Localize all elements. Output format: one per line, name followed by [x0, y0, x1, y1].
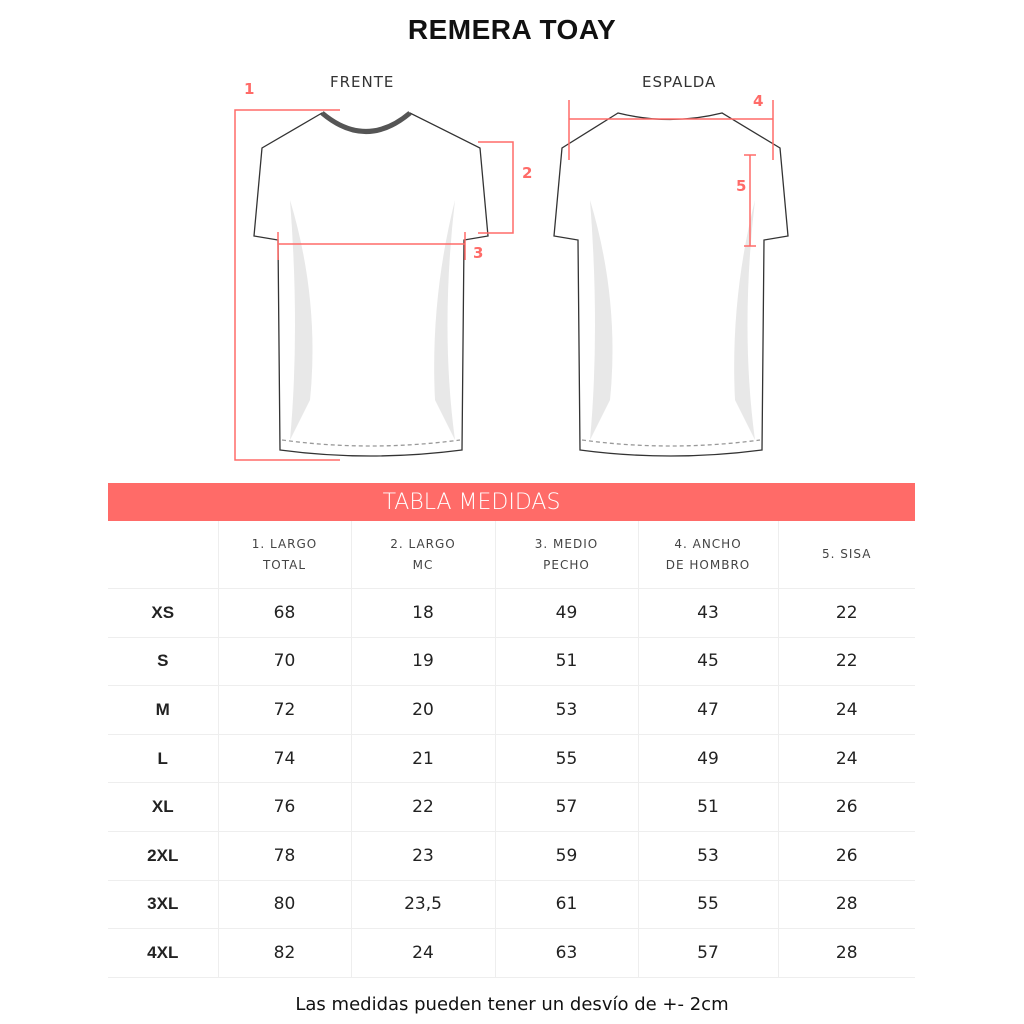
size-label: 4XL — [108, 928, 218, 978]
measurement-cell: 26 — [777, 782, 915, 832]
table-row: XS 68 18 49 43 22 — [108, 588, 915, 638]
measurement-cell: 22 — [777, 588, 915, 638]
measurement-cell: 28 — [777, 928, 915, 978]
back-view-label: ESPALDA — [642, 73, 717, 91]
marker-3: 3 — [473, 244, 483, 262]
column-header: 1. LARGO TOTAL — [217, 521, 351, 589]
size-table: 1. LARGO TOTAL 2. LARGO MC 3. MEDIO PECHO 4. A… — [108, 521, 915, 978]
column-header: 2. LARGO MC — [350, 521, 495, 589]
measurement-lines — [234, 100, 774, 461]
measurement-cell: 24 — [777, 734, 915, 784]
table-row: XL 76 22 57 51 26 — [108, 782, 915, 832]
measurement-cell: 53 — [494, 685, 638, 735]
table-row: S 70 19 51 45 22 — [108, 637, 915, 687]
measurement-cell: 72 — [217, 685, 351, 735]
measurement-cell: 45 — [637, 637, 778, 687]
column-header-line2: TOTAL — [262, 557, 307, 572]
column-header-line2: MC — [412, 557, 434, 572]
page-title: REMERA TOAY — [407, 14, 617, 45]
measurement-cell: 70 — [217, 637, 351, 687]
measurement-cell: 21 — [350, 734, 495, 784]
front-tshirt-drawing — [253, 111, 489, 457]
size-label: S — [108, 637, 218, 687]
column-header-line1: 5. SISA — [822, 547, 872, 561]
column-header: 5. SISA — [777, 521, 915, 589]
table-row: 3XL 80 23,5 61 55 28 — [108, 880, 915, 930]
measurement-cell: 26 — [777, 831, 915, 881]
marker-1: 1 — [244, 80, 254, 98]
measurement-cell: 80 — [217, 880, 351, 930]
column-header-line1: 3. MEDIO — [534, 536, 599, 551]
column-header: 3. MEDIO PECHO — [494, 521, 638, 589]
back-tshirt-drawing — [553, 112, 789, 457]
measurement-cell: 55 — [637, 880, 778, 930]
marker-4: 4 — [753, 92, 763, 110]
column-header-line2: PECHO — [543, 557, 590, 572]
measurement-cell: 57 — [494, 782, 638, 832]
measurement-cell: 63 — [494, 928, 638, 978]
measurement-cell: 51 — [637, 782, 778, 832]
table-title: TABLA MEDIDAS — [382, 489, 561, 515]
tshirt-diagrams: 1 2 3 4 5 — [234, 80, 789, 461]
measurement-cell: 51 — [494, 637, 638, 687]
measurement-cell: 20 — [350, 685, 495, 735]
table-row: 2XL 78 23 59 53 26 — [108, 831, 915, 881]
measurement-cell: 82 — [217, 928, 351, 978]
size-label: XS — [108, 588, 218, 638]
measurement-cell: 76 — [217, 782, 351, 832]
size-label: 2XL — [108, 831, 218, 881]
column-header-line1: 2. LARGO — [390, 536, 456, 551]
measurement-cell: 28 — [777, 880, 915, 930]
measurement-cell: 47 — [637, 685, 778, 735]
marker-5: 5 — [736, 177, 746, 195]
measurement-cell: 61 — [494, 880, 638, 930]
tolerance-note: Las medidas pueden tener un desvío de +-… — [295, 994, 729, 1015]
size-label: L — [108, 734, 218, 784]
measurement-cell: 78 — [217, 831, 351, 881]
measurement-cell: 23,5 — [350, 880, 495, 930]
measurement-cell: 74 — [217, 734, 351, 784]
size-label: XL — [108, 782, 218, 832]
measurement-cell: 49 — [494, 588, 638, 638]
measurement-cell: 55 — [494, 734, 638, 784]
measurement-cell: 59 — [494, 831, 638, 881]
table-row: L 74 21 55 49 24 — [108, 734, 915, 784]
measurement-cell: 19 — [350, 637, 495, 687]
measurement-cell: 43 — [637, 588, 778, 638]
measurement-cell: 53 — [637, 831, 778, 881]
measurement-cell: 22 — [350, 782, 495, 832]
measurement-cell: 22 — [777, 637, 915, 687]
column-header-line1: 1. LARGO — [251, 536, 318, 551]
measurement-cell: 24 — [350, 928, 495, 978]
table-title-band: TABLA MEDIDAS — [108, 483, 915, 521]
table-header-row: 1. LARGO TOTAL 2. LARGO MC 3. MEDIO PECHO 4. A… — [108, 521, 915, 589]
measurement-cell: 57 — [637, 928, 778, 978]
measurement-cell: 23 — [350, 831, 495, 881]
marker-2: 2 — [522, 164, 532, 182]
size-label: 3XL — [108, 880, 218, 930]
size-label: M — [108, 685, 218, 735]
measurement-cell: 49 — [637, 734, 778, 784]
column-header: 4. ANCHO DE HOMBRO — [637, 521, 778, 589]
measurement-cell: 24 — [777, 685, 915, 735]
measurement-cell: 18 — [350, 588, 495, 638]
front-view-label: FRENTE — [330, 73, 395, 91]
measurement-cell: 68 — [217, 588, 351, 638]
column-header-line2: DE HOMBRO — [665, 557, 751, 572]
table-row: 4XL 82 24 63 57 28 — [108, 928, 915, 978]
column-header-line1: 4. ANCHO — [674, 536, 742, 551]
table-row: M 72 20 53 47 24 — [108, 685, 915, 735]
header-empty-cell — [108, 521, 218, 589]
